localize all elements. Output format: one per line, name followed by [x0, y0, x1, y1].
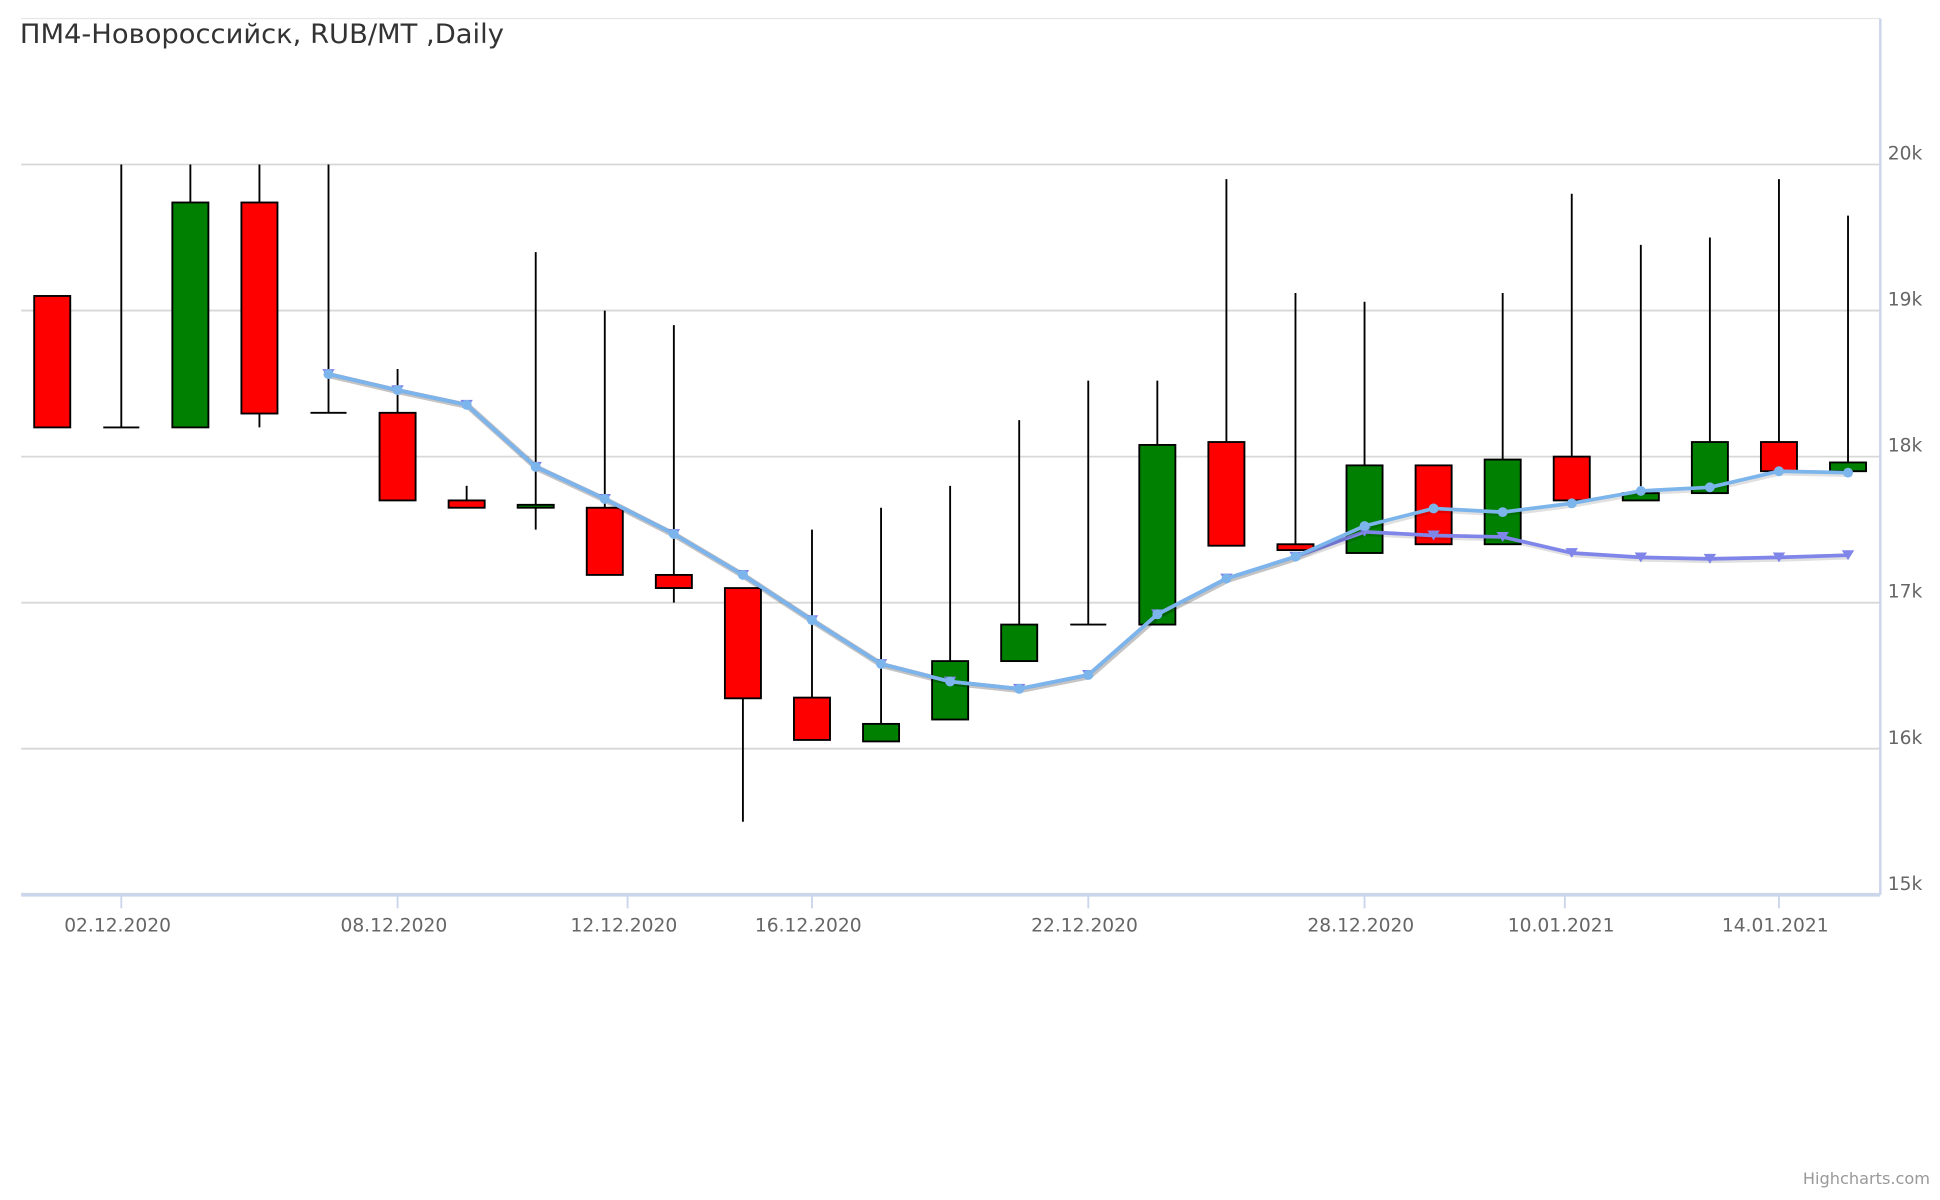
- x-tick-label: 12.12.2020: [570, 916, 677, 937]
- candle-body: [654, 573, 693, 589]
- series-point: [1290, 551, 1301, 562]
- candle-body: [1207, 441, 1246, 547]
- candle: [1138, 380, 1177, 626]
- candle-body: [1138, 444, 1177, 626]
- candle: [793, 529, 831, 741]
- candles: [33, 164, 1867, 822]
- credits-link[interactable]: Highcharts.com: [1803, 1169, 1930, 1188]
- candle-body: [931, 660, 970, 721]
- chart-title: ПМ4-Новороссийск, RUB/MT ,Daily: [20, 19, 504, 50]
- series-point: [1359, 521, 1370, 531]
- x-tick-label: 02.12.2020: [64, 916, 171, 937]
- series-point: [668, 529, 679, 539]
- indicator-lines: [322, 369, 1855, 694]
- series-point: [1221, 573, 1232, 584]
- candle: [931, 485, 970, 721]
- candle: [1552, 193, 1591, 502]
- candle-body: [1000, 623, 1039, 663]
- series-point: [599, 494, 610, 504]
- series-shadow: [329, 372, 1850, 694]
- candle-body: [240, 201, 279, 415]
- candle-body: [447, 499, 486, 509]
- y-tick-label: 16k: [1888, 728, 1923, 749]
- candle: [723, 587, 762, 822]
- y-axis: 15k 16k 17k 18k 19k 20k: [1888, 144, 1923, 895]
- series-point: [1083, 670, 1094, 680]
- series-point: [461, 399, 472, 410]
- candle: [585, 310, 624, 576]
- y-tick-label: 19k: [1888, 290, 1923, 311]
- series-point: [1772, 552, 1786, 563]
- series-point: [1565, 548, 1578, 558]
- candle: [103, 164, 140, 429]
- candle: [1345, 301, 1384, 554]
- x-axis: 02.12.2020 08.12.2020 12.12.2020 16.12.2020…: [64, 894, 1829, 937]
- series-point: [1427, 530, 1440, 541]
- candle: [1759, 179, 1798, 473]
- series-point: [1428, 503, 1439, 514]
- series-point: [530, 461, 541, 472]
- candle: [1483, 293, 1522, 546]
- series-point: [1635, 486, 1646, 496]
- series-point: [1843, 467, 1853, 478]
- series-point: [1014, 683, 1025, 694]
- series-point: [876, 659, 887, 669]
- series-point: [1773, 466, 1784, 477]
- candle: [516, 252, 555, 530]
- candle: [1276, 293, 1315, 552]
- candle-body: [723, 587, 762, 700]
- y-tick-label: 18k: [1888, 436, 1923, 457]
- series-point: [1566, 498, 1577, 509]
- series-shadow: [329, 372, 1850, 694]
- series-point: [1703, 553, 1717, 564]
- candle: [33, 295, 72, 429]
- candle-body: [33, 295, 72, 429]
- candle-body: [862, 722, 901, 743]
- candle: [862, 507, 901, 743]
- x-tick-label: 10.01.2021: [1508, 916, 1615, 937]
- candle: [1070, 380, 1107, 626]
- candle: [1690, 237, 1729, 495]
- x-tick-label: 14.01.2021: [1722, 916, 1829, 937]
- candle-body: [585, 506, 624, 576]
- series-point: [945, 676, 956, 687]
- series-point: [807, 615, 817, 626]
- candle-body: [1552, 455, 1591, 502]
- x-tick-label: 22.12.2020: [1031, 916, 1138, 937]
- candle: [1207, 179, 1246, 547]
- x-tick-label: 28.12.2020: [1307, 916, 1414, 937]
- candle: [654, 325, 693, 603]
- candle: [1621, 244, 1660, 502]
- candle: [1829, 215, 1867, 473]
- x-tick-label: 16.12.2020: [755, 916, 862, 937]
- candle-body: [1483, 458, 1522, 546]
- series-point: [1634, 552, 1648, 563]
- y-tick-label: 17k: [1888, 582, 1923, 603]
- y-tick-label: 15k: [1888, 874, 1923, 895]
- series-point: [1841, 550, 1855, 561]
- series-point: [392, 385, 403, 396]
- y-tick-label: 20k: [1888, 144, 1923, 165]
- candle-body: [378, 411, 417, 502]
- candle-body: [1345, 464, 1384, 554]
- series-point: [1496, 532, 1509, 542]
- candle-body: [793, 696, 831, 741]
- candle-body: [171, 201, 210, 429]
- candle: [240, 164, 279, 428]
- candle: [1000, 420, 1039, 663]
- candle-body: [516, 503, 555, 509]
- series-point: [1704, 482, 1715, 493]
- series-point: [737, 569, 748, 580]
- candle: [171, 164, 210, 429]
- series-point: [1497, 507, 1508, 518]
- series-point: [1152, 609, 1163, 620]
- series-point: [323, 369, 334, 380]
- x-tick-label: 08.12.2020: [340, 916, 447, 937]
- candle: [447, 485, 486, 509]
